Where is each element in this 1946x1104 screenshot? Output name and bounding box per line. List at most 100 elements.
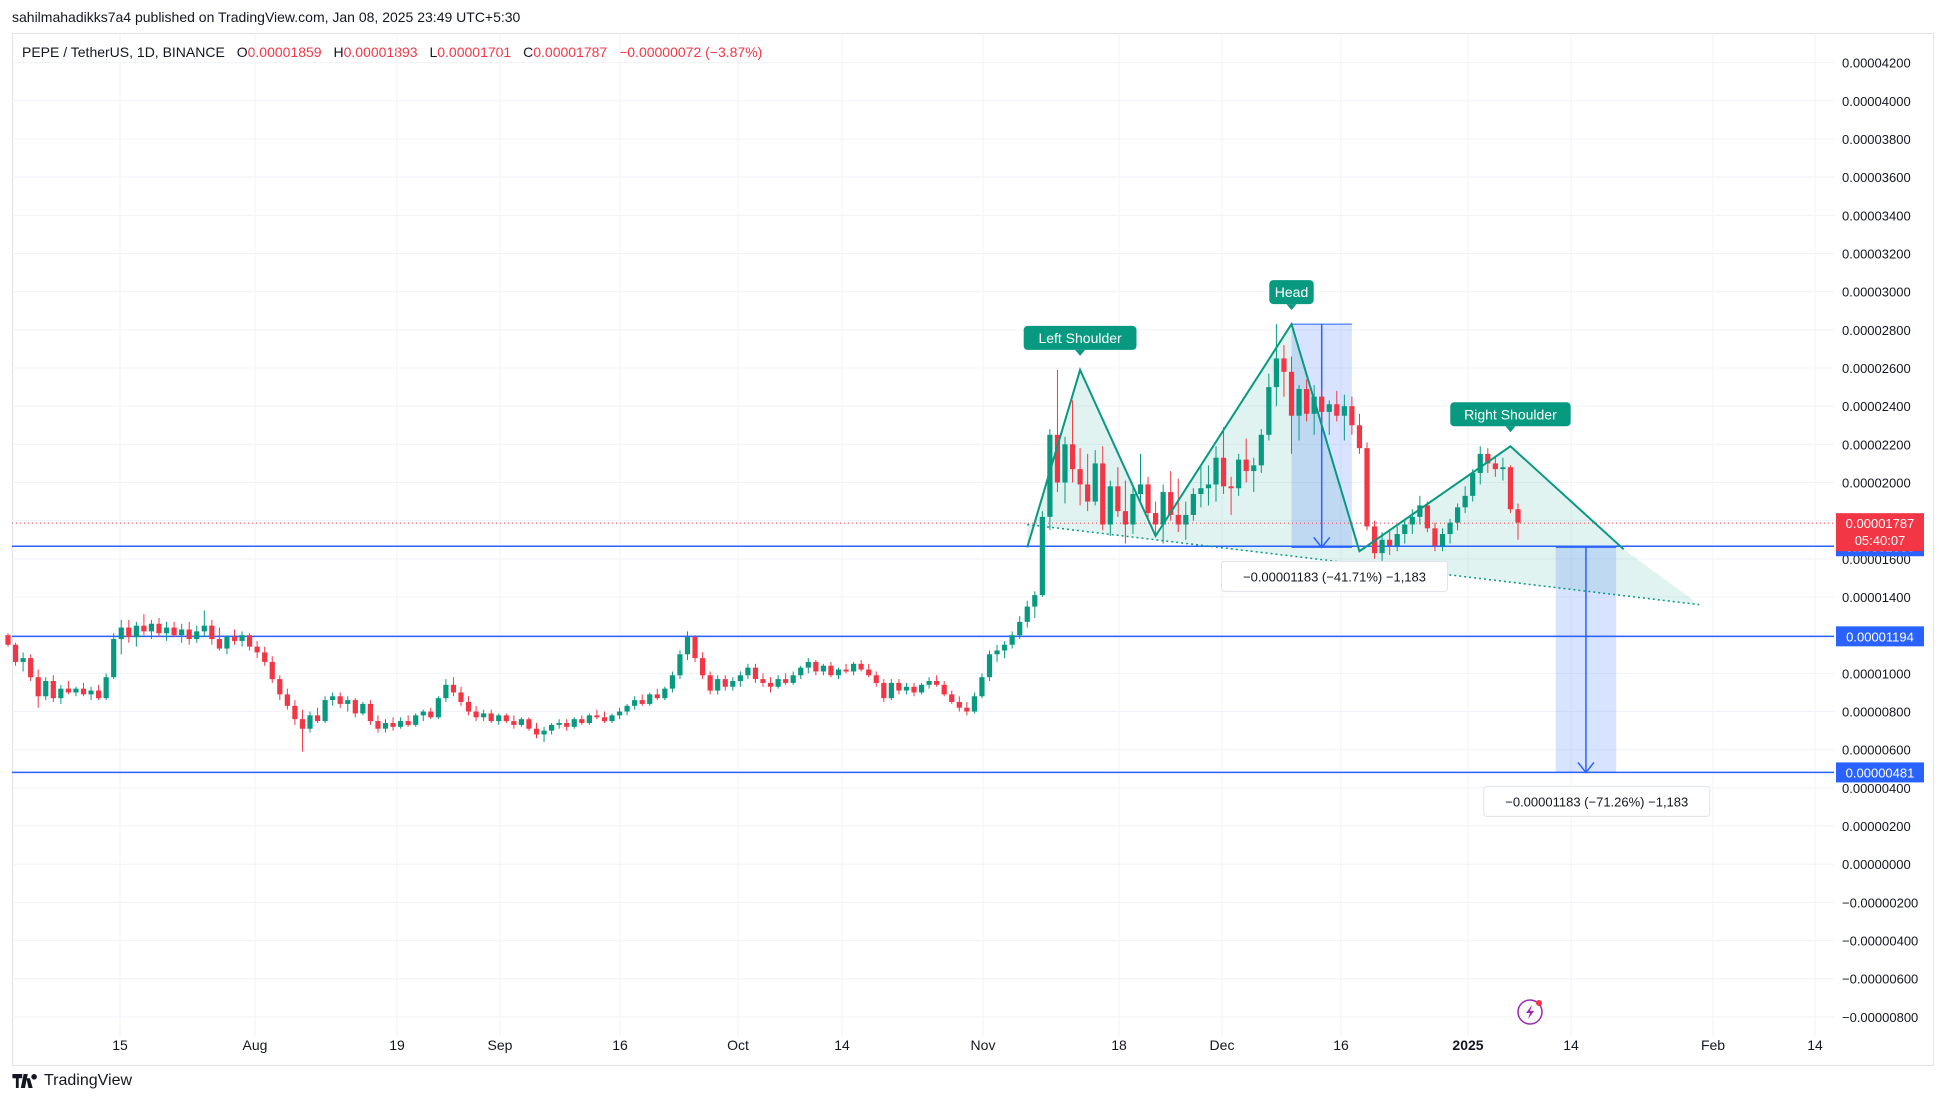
- candle-body: [1077, 469, 1083, 485]
- x-tick-label: Oct: [727, 1037, 749, 1053]
- candle-body: [541, 730, 547, 735]
- chart-labels: −0.00001183 (−41.71%) −1,183 −0.00001183 …: [1023, 280, 1711, 1025]
- lightning-bolt-icon[interactable]: [1517, 999, 1543, 1025]
- candle-body: [1190, 493, 1196, 515]
- candle-body: [216, 639, 222, 649]
- pattern-label-box: [1450, 402, 1571, 427]
- candle-body: [1047, 434, 1053, 517]
- candle-body: [50, 681, 56, 699]
- candle-body: [752, 667, 759, 680]
- symbol-legend: PEPE / TetherUS, 1D, BINANCE O0.00001859…: [22, 44, 762, 60]
- candle-body: [1470, 472, 1476, 496]
- y-tick-label: 0.00004000: [1842, 94, 1911, 109]
- pattern-label-pointer: [1286, 304, 1297, 311]
- candle-body: [231, 637, 238, 641]
- candle-body: [926, 681, 932, 685]
- level-price-badge: [1836, 762, 1924, 783]
- candle-body: [1130, 493, 1136, 525]
- x-tick-label: 14: [834, 1037, 850, 1053]
- candle-body: [473, 711, 479, 718]
- candle-body: [820, 665, 826, 672]
- x-tick-label: 18: [1111, 1037, 1127, 1053]
- candle-body: [126, 627, 132, 638]
- pattern-outline[interactable]: [1026, 321, 1625, 553]
- candle-body: [269, 661, 275, 680]
- candle-body: [828, 665, 834, 676]
- candle-body: [443, 684, 449, 699]
- candle-body: [450, 684, 457, 693]
- candle-body: [1122, 511, 1128, 525]
- footer-brand[interactable]: TradingView: [12, 1072, 132, 1090]
- candle-body: [911, 686, 917, 693]
- candle-body: [1183, 514, 1189, 525]
- candle-body: [111, 639, 117, 678]
- x-tick-label: Feb: [1701, 1037, 1725, 1053]
- y-tick-label: 0.00000600: [1842, 743, 1911, 758]
- candle-body: [481, 713, 487, 718]
- candle-body: [549, 724, 555, 731]
- candle-body: [382, 722, 389, 729]
- candle-body: [730, 681, 736, 687]
- candle-body: [1175, 514, 1181, 525]
- candle-body: [428, 711, 434, 718]
- candle-body: [654, 694, 660, 699]
- candle-body: [496, 715, 502, 722]
- candle-body: [722, 679, 728, 687]
- candle-body: [80, 688, 87, 695]
- candle-body: [118, 627, 124, 640]
- candle-body: [851, 663, 857, 672]
- candle-body: [934, 681, 940, 685]
- measurement-tools: [1291, 323, 1617, 774]
- candle-body: [1107, 486, 1113, 525]
- candle-body: [1168, 492, 1174, 515]
- candle-body: [805, 661, 811, 668]
- x-tick-label: 14: [1807, 1037, 1823, 1053]
- x-tick-label: Aug: [243, 1037, 268, 1053]
- candle-body: [1153, 513, 1159, 525]
- low-label: L: [429, 44, 438, 60]
- candle-body: [171, 627, 177, 636]
- candle-body: [1002, 644, 1008, 651]
- candle-body: [330, 696, 336, 701]
- y-tick-label: 0.00002200: [1842, 437, 1911, 452]
- candle-body: [790, 675, 796, 683]
- candle-body: [662, 688, 668, 699]
- candle-body: [1213, 457, 1219, 485]
- candle-body: [1409, 516, 1415, 525]
- x-tick-label: Dec: [1210, 1037, 1235, 1053]
- candle-body: [20, 658, 26, 662]
- candle-body: [1145, 484, 1151, 514]
- grid-lines: [12, 34, 1834, 1036]
- open-value: 0.00001859: [247, 44, 322, 60]
- change-value: −0.00000072 (−3.87%): [619, 44, 763, 60]
- candle-body: [707, 675, 713, 691]
- level-price-label: 0.00001194: [1846, 629, 1914, 644]
- candle-body: [715, 679, 721, 691]
- candle-body: [767, 682, 774, 687]
- candle-body: [1032, 595, 1038, 607]
- candle-body: [292, 705, 298, 720]
- candle-body: [28, 658, 34, 678]
- candle-body: [956, 702, 962, 708]
- candle-body: [760, 679, 766, 683]
- candle-body: [1462, 495, 1468, 508]
- candle-body: [88, 690, 94, 695]
- candle-body: [1062, 444, 1068, 483]
- y-tick-label: −0.00000400: [1842, 934, 1918, 949]
- candle-body: [1311, 396, 1317, 414]
- measure-label-box: [1221, 560, 1448, 592]
- y-tick-label: 0.00000200: [1842, 819, 1911, 834]
- candle-body: [1115, 486, 1121, 512]
- candle-body: [1017, 621, 1023, 636]
- high-value: 0.00001893: [343, 44, 418, 60]
- candle-body: [616, 711, 623, 716]
- candle-body: [299, 719, 306, 729]
- candle-body: [1100, 463, 1106, 525]
- measure-arrow-head: [1313, 536, 1331, 549]
- candle-body: [1281, 358, 1287, 372]
- candle-body: [556, 722, 562, 725]
- candle-body: [179, 629, 185, 636]
- candle-body: [148, 623, 155, 632]
- candle-body: [632, 700, 638, 706]
